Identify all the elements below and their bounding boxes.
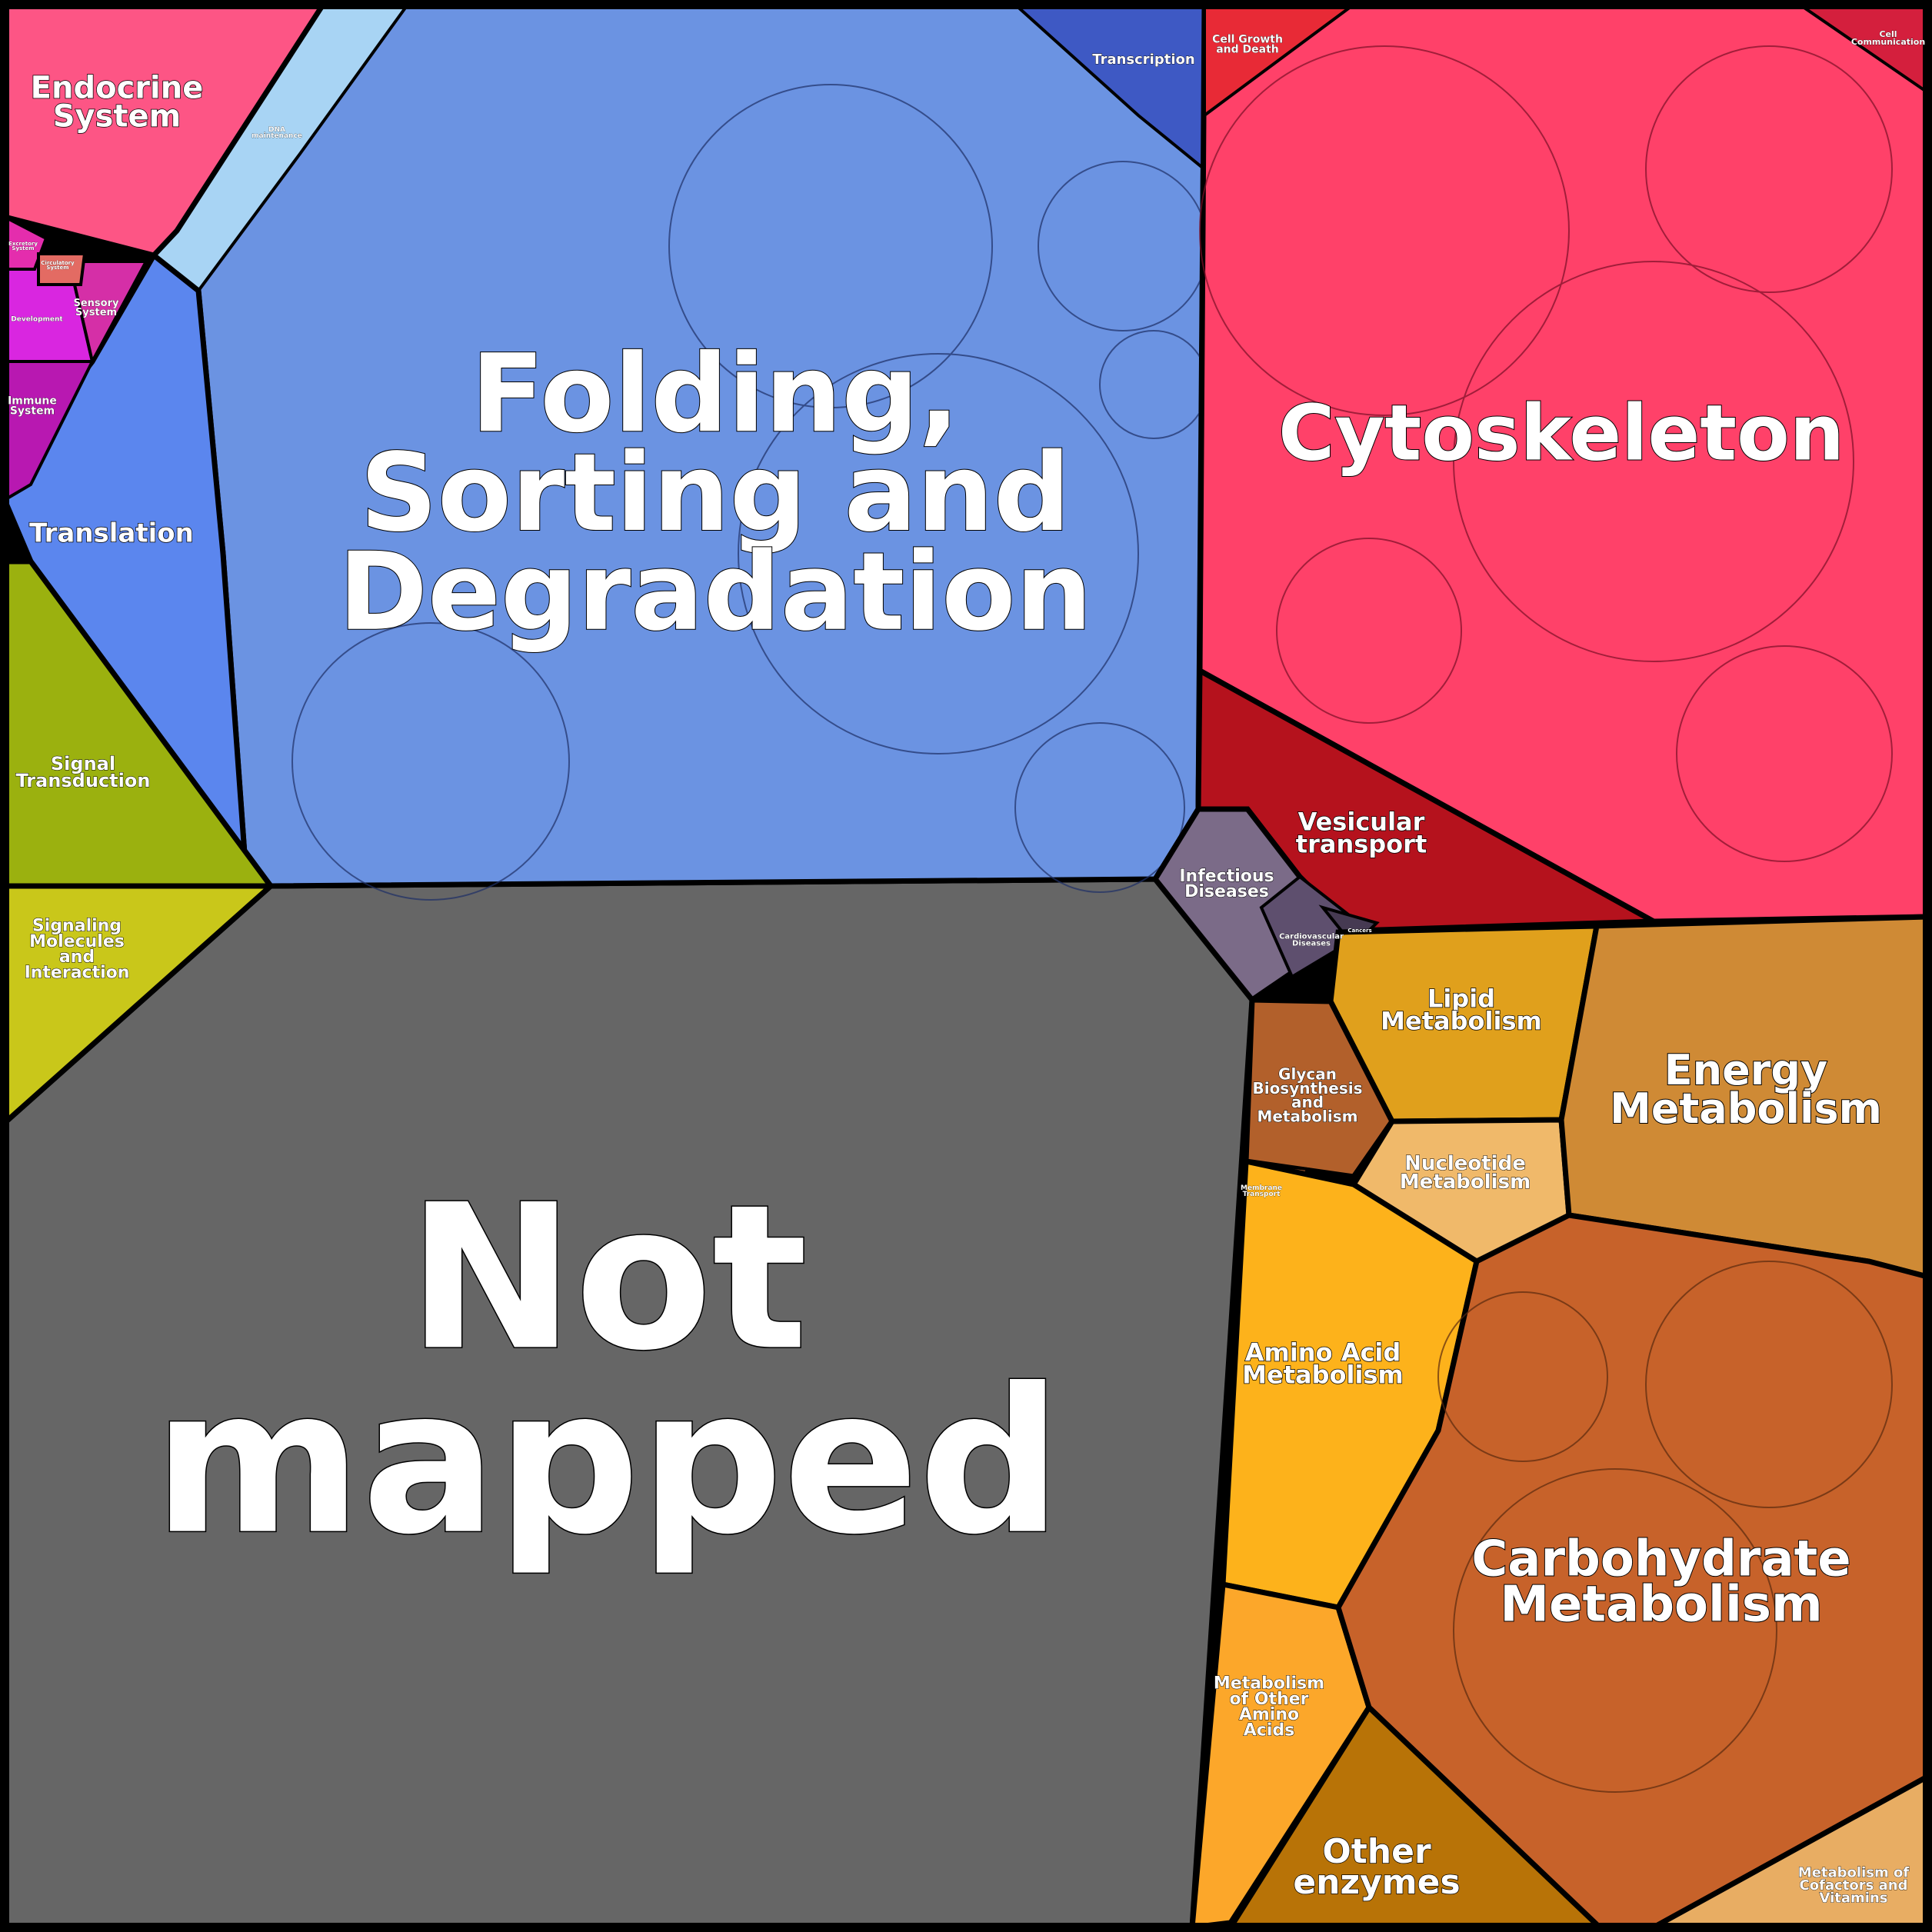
label-other-amino-acids: Metabolism of Other Amino Acids (1214, 1674, 1324, 1740)
label-nucleotide: Nucleotide Metabolism (1400, 1152, 1531, 1194)
label-folding: Folding, Sorting and Degradation (338, 331, 1092, 655)
label-excretory: Excretory System (8, 241, 38, 251)
label-immune: Immune System (8, 395, 57, 418)
label-not-mapped: Not mapped (153, 1162, 1061, 1578)
label-cytoskeleton: Cytoskeleton (1278, 388, 1844, 478)
label-glycan: Glycan Biosynthesis and Metabolism (1252, 1064, 1362, 1125)
label-lipid: Lipid Metabolism (1381, 984, 1542, 1035)
label-development: Development (11, 316, 63, 324)
label-cell-communication: Cell Communication (1851, 29, 1925, 47)
label-carbohydrate: Carbohydrate Metabolism (1471, 1531, 1850, 1633)
label-amino-acid: Amino Acid Metabolism (1242, 1337, 1404, 1389)
label-dna-maintenance: DNA maintenance (251, 125, 302, 139)
label-cardiovascular: Cardiovascular Diseases (1279, 932, 1344, 948)
carbohydrate-subcells (1437, 1261, 1893, 1793)
cytoskeleton-subcells (1199, 45, 1893, 862)
label-energy: Energy Metabolism (1610, 1046, 1882, 1133)
label-cell-growth: Cell Growth and Death (1212, 34, 1283, 56)
cell-sensory-system[interactable] (67, 260, 149, 366)
folding-subcells (291, 84, 1208, 901)
label-membrane-transport: Membrane Transport (1241, 1184, 1282, 1198)
label-circulatory: Circulatory System (41, 260, 75, 271)
label-signal-transduction: Signal Transduction (16, 753, 151, 791)
label-vesicular: Vesicular transport (1296, 807, 1427, 858)
label-signaling-molecules: Signaling Molecules and Interaction (25, 917, 130, 983)
label-cofactors: Metabolism of Cofactors and Vitamins (1798, 1864, 1910, 1906)
label-other-enzymes: Other enzymes (1293, 1832, 1460, 1902)
label-infectious: Infectious Diseases (1179, 867, 1274, 901)
label-cancers: Cancers (1347, 928, 1371, 934)
label-transcription: Transcription (1092, 52, 1194, 68)
labels: Not mapped Folding, Sorting and Degradation… (8, 29, 1926, 1907)
label-sensory: Sensory System (74, 298, 120, 318)
cell-circulatory-system[interactable] (37, 252, 87, 286)
label-translation: Translation (29, 518, 194, 549)
label-endocrine: Endocrine System (31, 71, 204, 135)
